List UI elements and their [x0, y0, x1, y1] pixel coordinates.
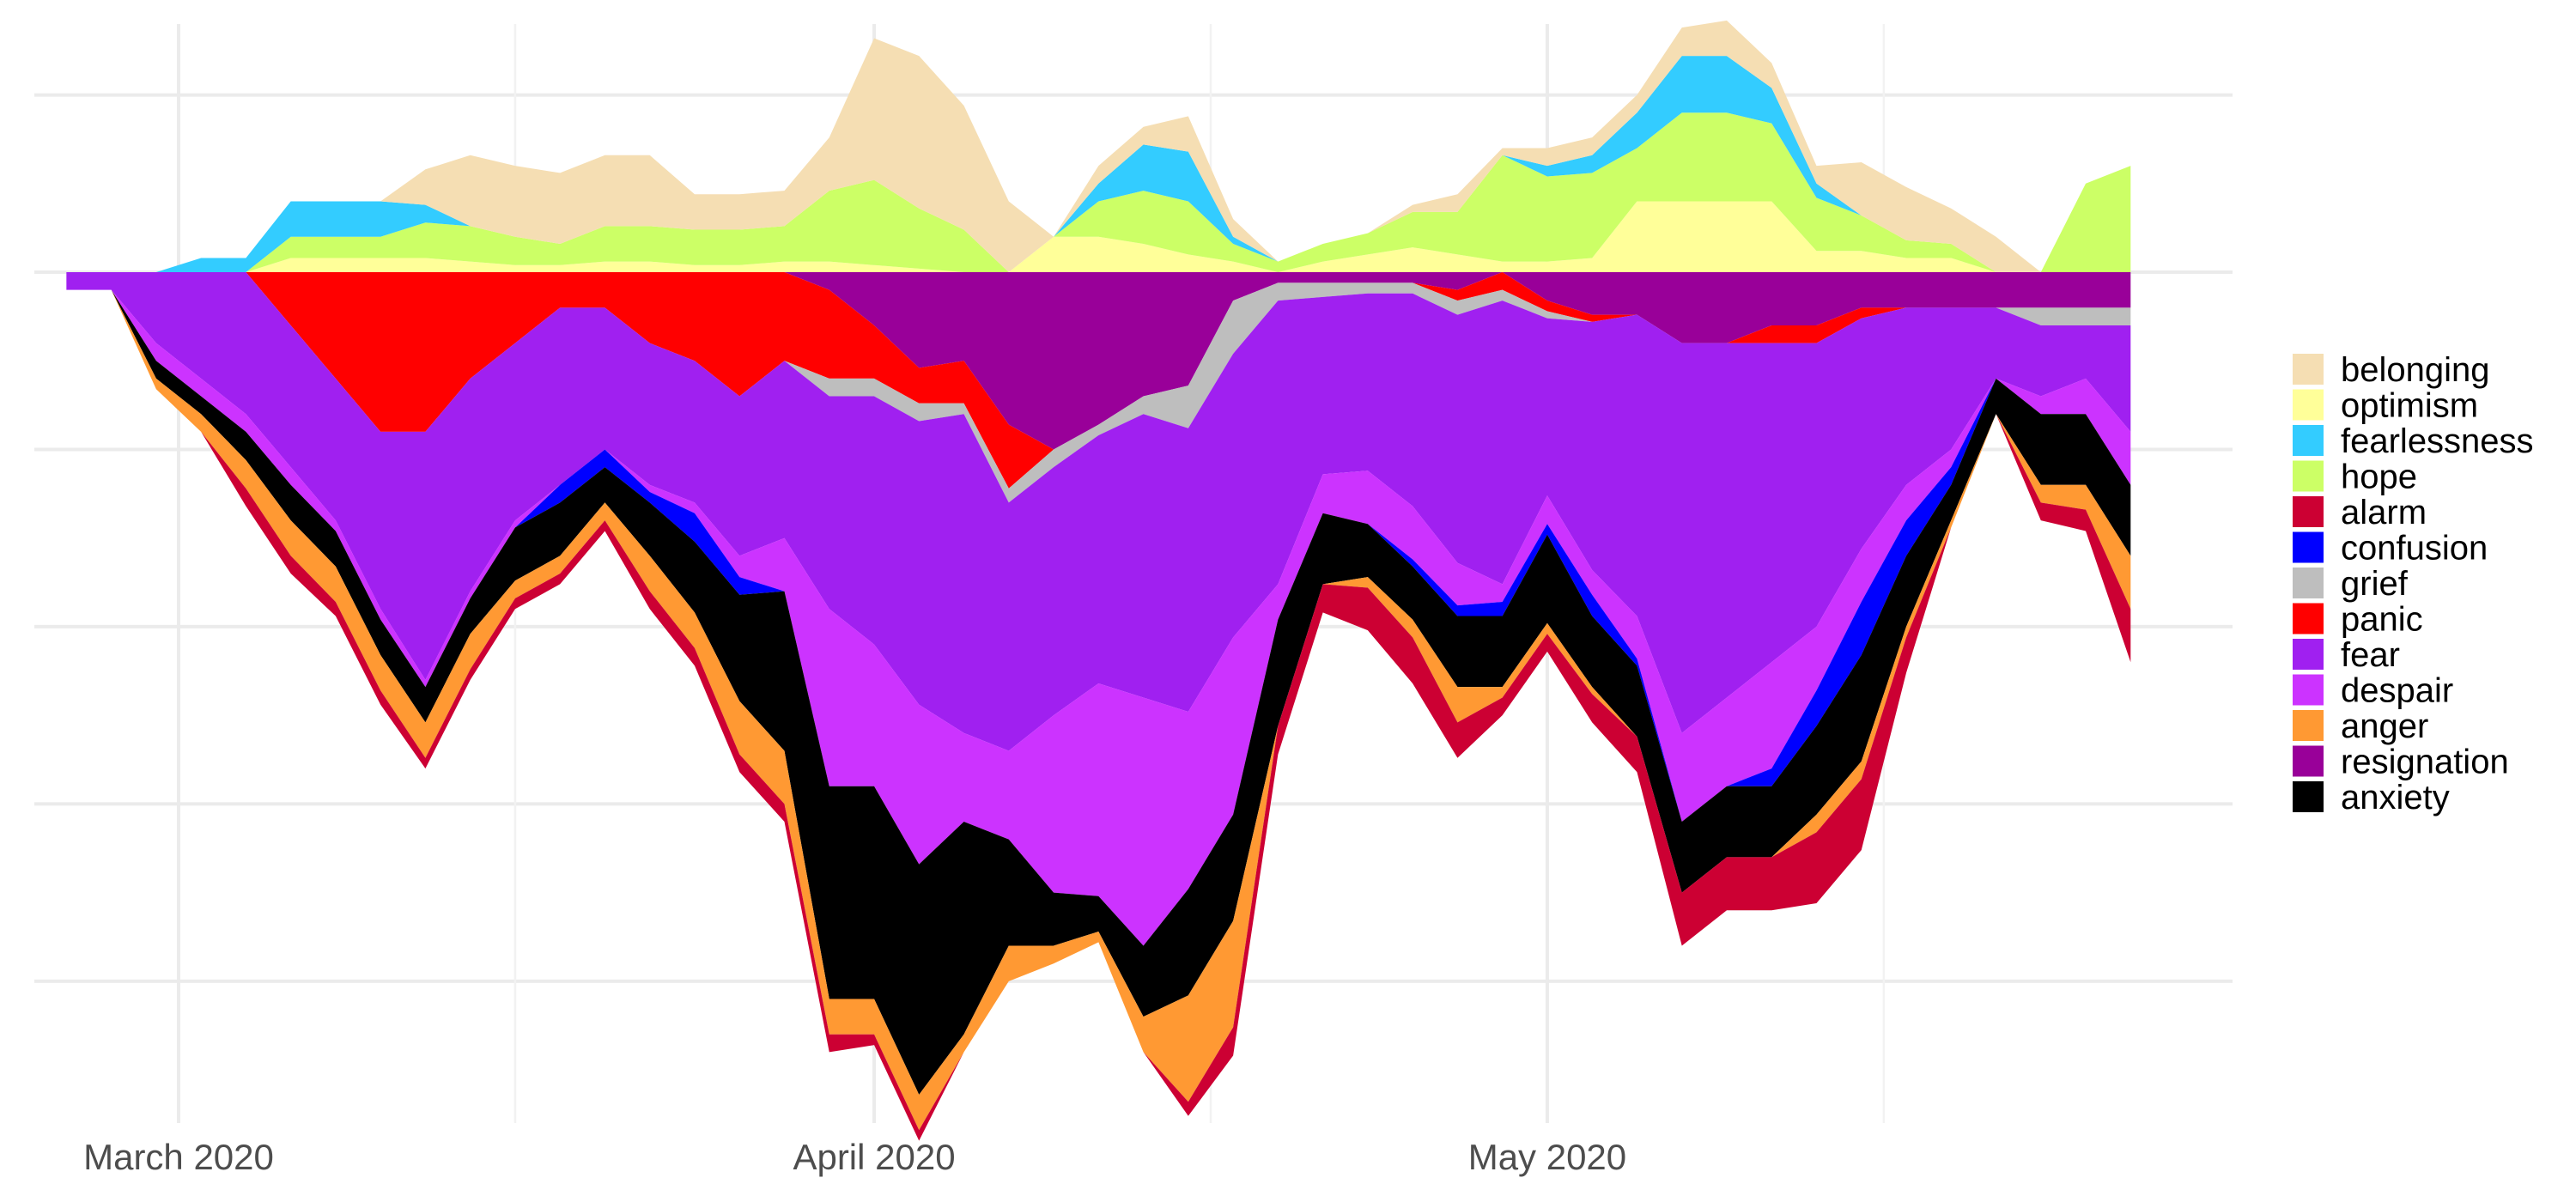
legend-item-resignation: resignation	[2293, 744, 2509, 781]
legend-label-anxiety: anxiety	[2341, 779, 2450, 817]
legend-key-confusion	[2293, 531, 2324, 563]
area-belonging	[66, 20, 2131, 273]
legend-key-belonging	[2293, 354, 2324, 385]
area-panic	[66, 272, 2131, 489]
legend-item-despair: despair	[2293, 672, 2453, 710]
legend-label-fear: fear	[2341, 636, 2400, 674]
area-fearlessness	[66, 56, 2131, 273]
area-hope	[66, 112, 2131, 273]
legend-key-resignation	[2293, 745, 2324, 777]
legend-item-anxiety: anxiety	[2293, 779, 2450, 817]
legend-key-fear	[2293, 639, 2324, 670]
legend-key-panic	[2293, 603, 2324, 634]
legend-item-confusion: confusion	[2293, 530, 2488, 568]
legend-key-despair	[2293, 674, 2324, 706]
x-tick-label: May 2020	[1468, 1137, 1626, 1177]
legend-label-belonging: belonging	[2341, 351, 2490, 389]
legend-item-hope: hope	[2293, 458, 2417, 496]
legend-label-alarm: alarm	[2341, 494, 2427, 531]
area-anxiety	[66, 289, 2131, 1095]
legend-item-panic: panic	[2293, 601, 2423, 639]
legend-label-optimism: optimism	[2341, 387, 2478, 425]
legend-label-resignation: resignation	[2341, 744, 2509, 781]
legend-item-optimism: optimism	[2293, 387, 2478, 425]
area-despair	[66, 289, 2131, 946]
legend-key-optimism	[2293, 389, 2324, 421]
series-areas	[66, 20, 2131, 1141]
legend-item-belonging: belonging	[2293, 351, 2490, 389]
legend-label-confusion: confusion	[2341, 530, 2488, 568]
legend: belongingoptimismfearlessnesshopealarmco…	[2293, 351, 2534, 817]
x-tick-label: March 2020	[83, 1137, 274, 1177]
legend-label-panic: panic	[2341, 601, 2423, 639]
legend-key-fearlessness	[2293, 425, 2324, 456]
legend-label-hope: hope	[2341, 458, 2417, 496]
area-fear	[66, 272, 2131, 751]
legend-label-anger: anger	[2341, 707, 2428, 745]
legend-key-hope	[2293, 460, 2324, 492]
x-tick-label: April 2020	[793, 1137, 955, 1177]
legend-item-fear: fear	[2293, 636, 2400, 674]
legend-key-alarm	[2293, 496, 2324, 527]
legend-item-grief: grief	[2293, 565, 2409, 603]
legend-key-grief	[2293, 568, 2324, 598]
legend-key-anger	[2293, 710, 2324, 741]
legend-key-anxiety	[2293, 781, 2324, 812]
legend-label-fearlessness: fearlessness	[2341, 422, 2534, 460]
legend-item-fearlessness: fearlessness	[2293, 422, 2534, 460]
x-axis-tick-labels: March 2020 April 2020 May 2020	[83, 1137, 1626, 1177]
area-resignation	[66, 272, 2131, 450]
legend-label-despair: despair	[2341, 672, 2453, 710]
legend-item-anger: anger	[2293, 707, 2428, 745]
legend-label-grief: grief	[2341, 565, 2409, 603]
legend-item-alarm: alarm	[2293, 494, 2427, 531]
